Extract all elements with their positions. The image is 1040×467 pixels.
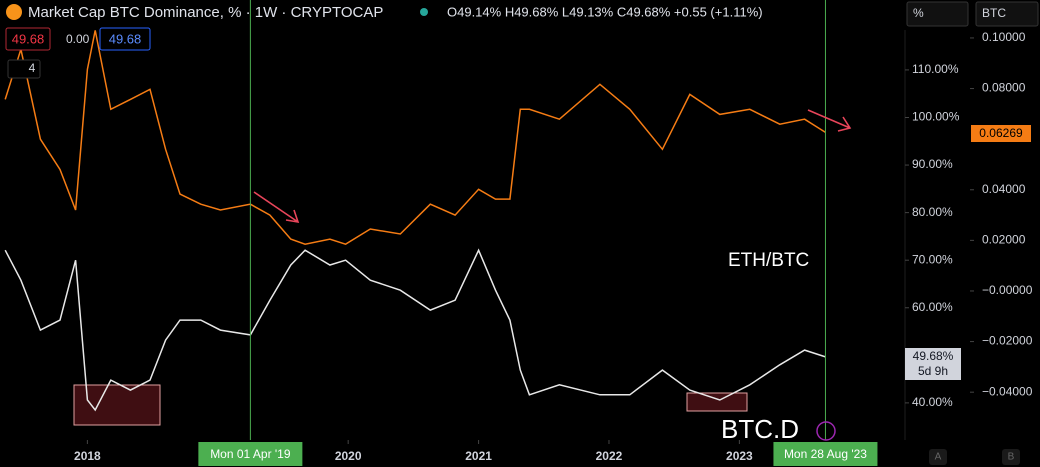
control-label: BTC xyxy=(982,6,1006,20)
price-label: 49.68% xyxy=(913,349,954,363)
highlight-box xyxy=(686,392,748,412)
y2-tick-label: 0.02000 xyxy=(982,233,1026,247)
crosshair-label-box xyxy=(773,442,878,466)
x-tick-label: 2020 xyxy=(335,449,362,463)
y2-tick-label: −0.00000 xyxy=(982,283,1033,297)
scale-button[interactable] xyxy=(1002,449,1020,465)
btc-icon xyxy=(6,4,22,20)
y2-tick-label: 0.08000 xyxy=(982,81,1026,95)
y-tick-label: 70.00% xyxy=(912,252,953,266)
crosshair-label-box xyxy=(198,442,303,466)
legend-value: 0.00 xyxy=(66,32,90,46)
title: Market Cap BTC Dominance, % · 1W · CRYPT… xyxy=(28,4,383,21)
y-tick-label: 100.00% xyxy=(912,110,960,124)
y-tick-label: 110.00% xyxy=(912,62,959,76)
legend-box[interactable] xyxy=(99,27,151,51)
control-label: % xyxy=(913,6,924,20)
y-tick-label: 40.00% xyxy=(912,395,953,409)
y2-tick-label: −0.04000 xyxy=(982,384,1033,398)
crosshair-label: Mon 28 Aug '23 xyxy=(784,447,867,461)
alert-icon[interactable] xyxy=(816,421,836,441)
control[interactable] xyxy=(975,1,1039,27)
control[interactable] xyxy=(906,1,969,27)
arrow xyxy=(807,109,852,132)
legend-box[interactable] xyxy=(5,27,51,51)
x-tick-label: 2023 xyxy=(726,449,753,463)
y2-tick-label: −0.02000 xyxy=(982,334,1033,348)
price-label-box xyxy=(905,348,961,380)
x-tick-label: 2018 xyxy=(74,449,101,463)
plot: 40.00%60.00%70.00%80.00%90.00%100.00%110… xyxy=(4,0,1033,463)
status-dot xyxy=(420,8,428,16)
series-line xyxy=(4,30,826,246)
x-tick-label: 2021 xyxy=(465,449,492,463)
y-tick-label: 90.00% xyxy=(912,157,953,171)
scale-button[interactable] xyxy=(929,449,947,465)
legend-value: 49.68 xyxy=(12,31,45,46)
price-label: 0.06269 xyxy=(979,126,1023,140)
legend-value: 49.68 xyxy=(109,31,142,46)
ohlc: O49.14% H49.68% L49.13% C49.68% +0.55 (+… xyxy=(447,4,763,19)
scale-button-label: B xyxy=(1008,452,1015,463)
series-line xyxy=(4,248,826,412)
y2-tick-label: 0.04000 xyxy=(982,182,1026,196)
y2-tick-label: 0.10000 xyxy=(982,30,1026,44)
y-tick-label: 80.00% xyxy=(912,205,953,219)
series-label: BTC.D xyxy=(721,414,799,444)
x-tick-label: 2022 xyxy=(596,449,623,463)
crosshair-label: Mon 01 Apr '19 xyxy=(210,447,291,461)
price-label-box xyxy=(971,125,1031,142)
indicator-count: 4 xyxy=(29,61,36,75)
countdown: 5d 9h xyxy=(918,364,948,378)
scale-button-label: A xyxy=(935,452,942,463)
highlight-box xyxy=(73,384,161,426)
y-tick-label: 60.00% xyxy=(912,300,953,314)
series-label: ETH/BTC xyxy=(728,250,809,271)
indicator-toggle[interactable] xyxy=(7,59,41,79)
arrow xyxy=(253,191,300,224)
